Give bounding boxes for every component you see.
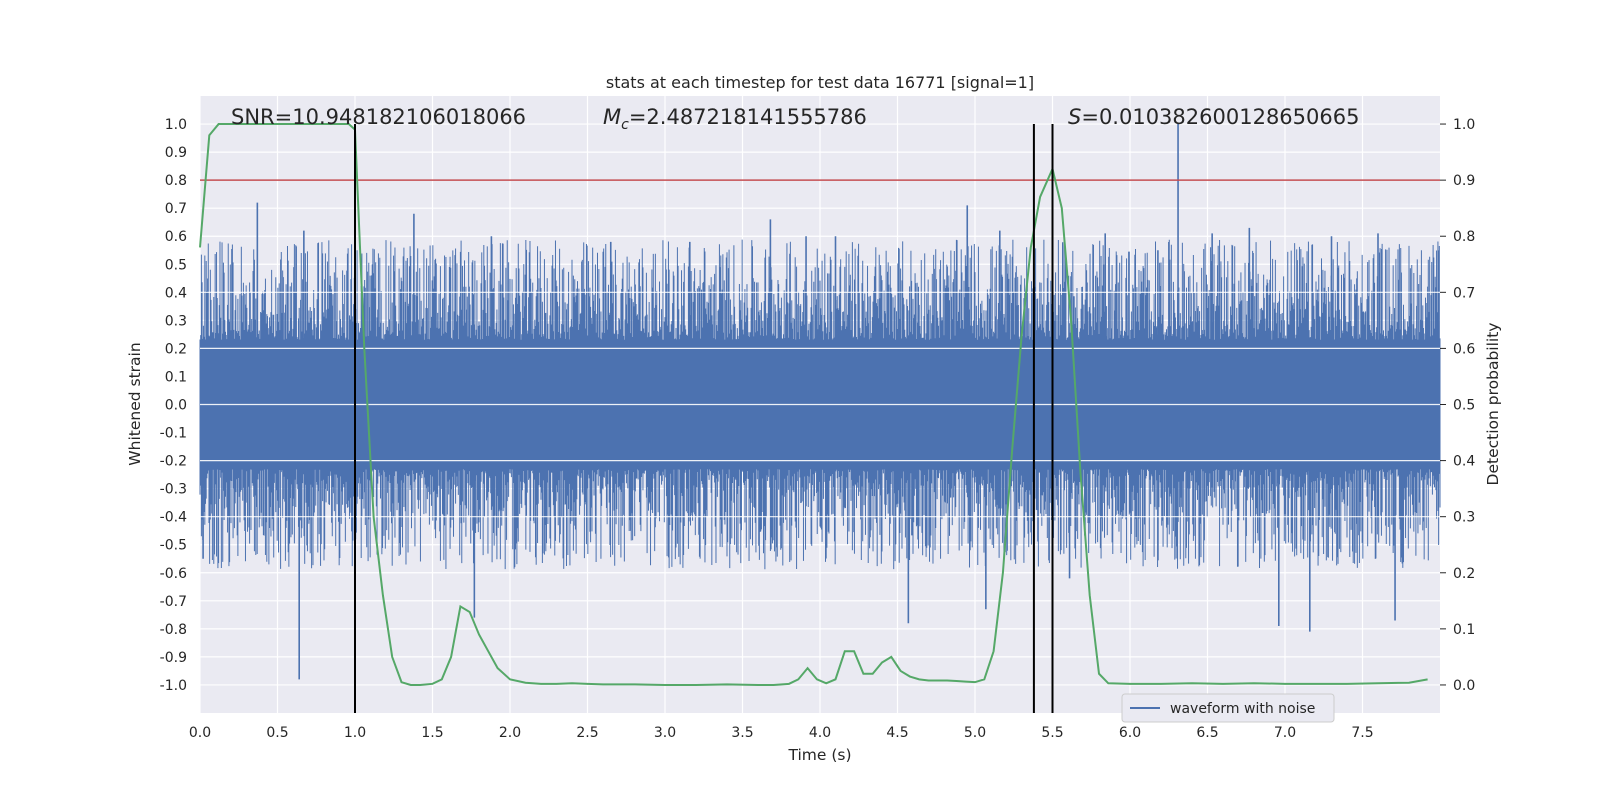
y-tick-label-left: -0.9 bbox=[160, 650, 187, 666]
vertical-markers bbox=[354, 124, 1054, 713]
annotation-s-value: =0.010382600128650665 bbox=[1081, 105, 1359, 129]
y-axis-label-left: Whitened strain bbox=[126, 342, 144, 465]
y-tick-label-right: 0.7 bbox=[1453, 285, 1475, 301]
x-tick-label: 1.0 bbox=[344, 725, 366, 741]
y-tick-label-left: 0.2 bbox=[165, 341, 187, 357]
x-tick-label: 7.0 bbox=[1274, 725, 1296, 741]
y-tick-label-left: 0.3 bbox=[165, 313, 187, 329]
annotation-mc-value: =2.487218141555786 bbox=[629, 105, 867, 129]
y-axis-label-right: Detection probability bbox=[1484, 323, 1502, 486]
y-tick-label-left: 0.8 bbox=[165, 173, 187, 189]
x-tick-label: 6.0 bbox=[1119, 725, 1141, 741]
probability-line bbox=[199, 123, 1428, 686]
x-tick-label: 3.5 bbox=[731, 725, 753, 741]
y-tick-label-right: 0.5 bbox=[1453, 398, 1475, 414]
y-tick-label-right: 0.1 bbox=[1453, 622, 1475, 638]
x-tick-label: 0.5 bbox=[266, 725, 288, 741]
y-tick-label-right: 0.0 bbox=[1453, 678, 1475, 694]
y-tick-label-right: 0.3 bbox=[1453, 510, 1475, 526]
annotation-s-symbol: S bbox=[1068, 105, 1081, 129]
x-tick-label: 1.5 bbox=[421, 725, 443, 741]
x-tick-label: 4.5 bbox=[886, 725, 908, 741]
y-tick-label-left: 0.7 bbox=[165, 201, 187, 217]
y-tick-label-right: 0.6 bbox=[1453, 341, 1475, 357]
y-tick-label-left: 0.5 bbox=[165, 257, 187, 273]
tick-labels: 0.0 0.5 1.0 1.5 2.0 2.5 3.0 3.5 4.0 4.5 5.0 5.5 6.0 6… bbox=[160, 117, 1476, 741]
annotation-chirp-mass: Mc=2.487218141555786 bbox=[603, 105, 867, 133]
x-axis-label: Time (s) bbox=[787, 746, 851, 764]
legend-box bbox=[1121, 693, 1335, 723]
y-tick-label-left: -0.5 bbox=[160, 538, 187, 554]
y-tick-label-left: -0.4 bbox=[160, 510, 187, 526]
y-tick-label-left: 0.4 bbox=[165, 285, 187, 301]
y-tick-label-left: 0.6 bbox=[165, 229, 187, 245]
annotation-mc-symbol: M bbox=[603, 105, 621, 129]
annotation-snr: SNR=10.948182106018066 bbox=[231, 105, 526, 129]
y-tick-label-left: 0.9 bbox=[165, 145, 187, 161]
annotation-s: S=0.010382600128650665 bbox=[1068, 105, 1359, 129]
y-tick-label-left: -0.8 bbox=[160, 622, 187, 638]
y-tick-label-right: 0.4 bbox=[1453, 454, 1475, 470]
y-tick-label-right: 1.0 bbox=[1453, 117, 1475, 133]
legend: waveform with noise bbox=[1121, 693, 1335, 723]
x-tick-label: 3.0 bbox=[654, 725, 676, 741]
y-tick-label-left: 0.1 bbox=[165, 369, 187, 385]
y-tick-label-right: 0.2 bbox=[1453, 566, 1475, 582]
y-tick-label-left: 0.0 bbox=[165, 398, 187, 414]
legend-label-waveform: waveform with noise bbox=[1170, 701, 1315, 717]
y-tick-label-left: -0.7 bbox=[160, 594, 187, 610]
x-tick-label: 4.0 bbox=[809, 725, 831, 741]
x-tick-label: 5.5 bbox=[1041, 725, 1063, 741]
y-tick-label-left: 1.0 bbox=[165, 117, 187, 133]
y-tick-label-left: -0.3 bbox=[160, 482, 187, 498]
y-tick-label-left: -0.1 bbox=[160, 426, 187, 442]
y-tick-label-right: 0.9 bbox=[1453, 173, 1475, 189]
x-tick-label: 2.5 bbox=[576, 725, 598, 741]
x-tick-label: 6.5 bbox=[1196, 725, 1218, 741]
probability-series-group bbox=[199, 123, 1440, 686]
waveform-series bbox=[199, 124, 1441, 680]
x-tick-label: 0.0 bbox=[189, 725, 211, 741]
y-tick-label-left: -1.0 bbox=[160, 678, 187, 694]
chart-title: stats at each timestep for test data 167… bbox=[606, 73, 1034, 92]
x-tick-label: 7.5 bbox=[1351, 725, 1373, 741]
x-tick-label: 5.0 bbox=[964, 725, 986, 741]
y-tick-label-right: 0.8 bbox=[1453, 229, 1475, 245]
annotation-mc-subscript: c bbox=[621, 117, 629, 133]
y-tick-label-left: -0.6 bbox=[160, 566, 187, 582]
x-tick-label: 2.0 bbox=[499, 725, 521, 741]
y-tick-label-left: -0.2 bbox=[160, 454, 187, 470]
